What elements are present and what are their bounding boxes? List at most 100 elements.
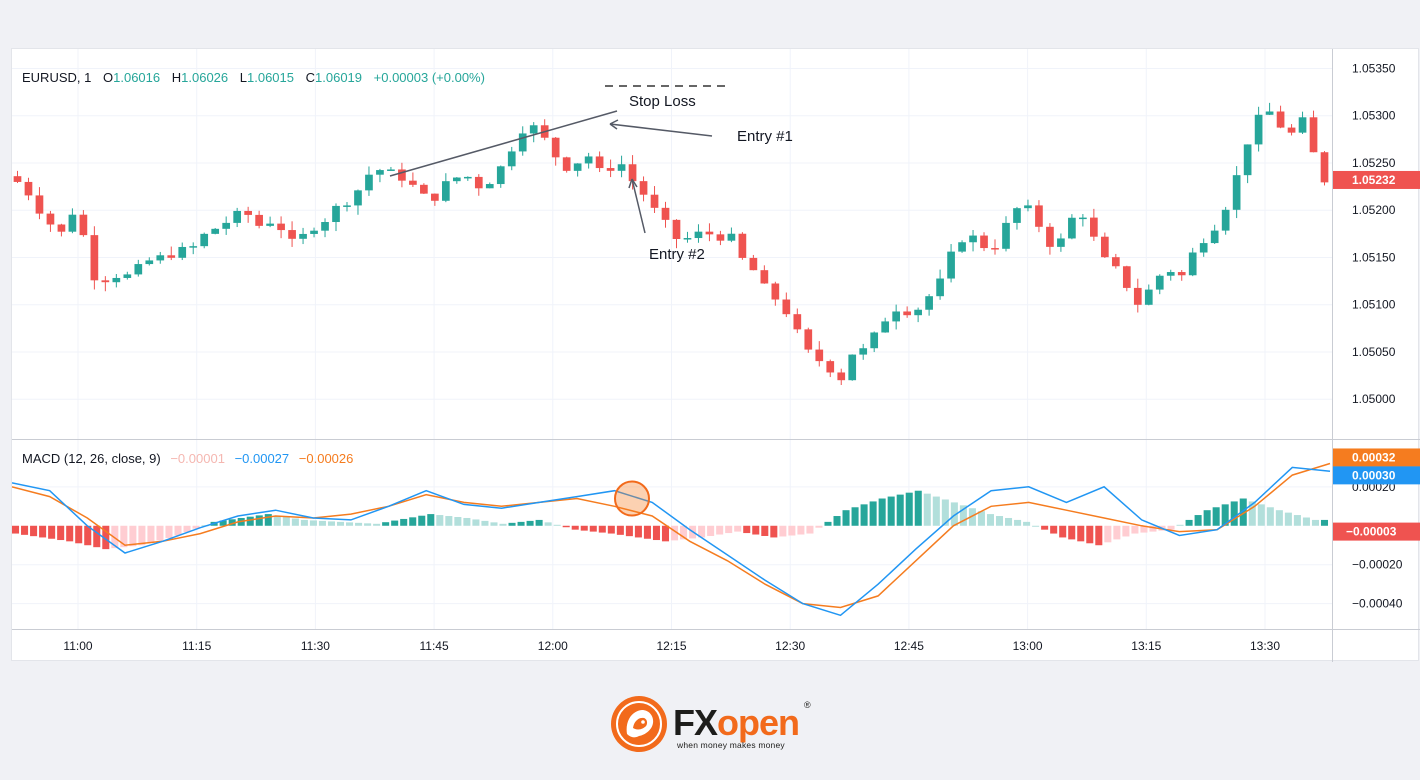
candle-body xyxy=(1111,257,1120,267)
macd-hist-bar xyxy=(580,525,588,531)
macd-hist-value: −0.00001 xyxy=(170,451,225,466)
candle xyxy=(1002,216,1010,252)
macd-hist-bar xyxy=(589,525,597,532)
candle-body xyxy=(376,170,384,175)
annotations xyxy=(389,85,725,234)
macd-hist-bar xyxy=(373,523,381,526)
macd-hist-bar xyxy=(950,502,958,526)
entry2-label: Entry #2 xyxy=(649,246,705,263)
candle-body xyxy=(947,251,955,279)
candle xyxy=(1035,200,1043,233)
candle xyxy=(617,155,626,178)
candle-body xyxy=(463,176,472,179)
candle-body xyxy=(1100,236,1109,258)
candle-body xyxy=(233,210,242,223)
candle-body xyxy=(112,277,121,283)
macd-hist-bar xyxy=(634,525,642,538)
candle-body xyxy=(13,176,22,182)
macd-tick-label: −0.00020 xyxy=(1352,558,1403,572)
candle xyxy=(925,294,933,316)
candle-body xyxy=(1155,275,1164,290)
candle xyxy=(694,224,703,243)
macd-hist-bar xyxy=(174,525,182,536)
candle-body xyxy=(1024,205,1032,209)
candle xyxy=(211,227,220,235)
macd-hist-badge xyxy=(1333,522,1420,541)
candle xyxy=(1265,102,1274,115)
candle xyxy=(431,193,439,206)
macd-hist-bar xyxy=(851,507,859,526)
entry1-label: Entry #1 xyxy=(737,128,793,145)
last-price-label: 1.05232 xyxy=(1352,173,1396,187)
candle-body xyxy=(837,372,846,381)
candle-body xyxy=(1287,127,1296,133)
candle xyxy=(826,359,835,378)
time-tick-label: 11:15 xyxy=(182,639,211,653)
macd-hist-bar xyxy=(57,525,65,541)
macd-hist-bar xyxy=(977,511,985,526)
candle xyxy=(398,162,406,188)
candle xyxy=(90,226,99,290)
candle xyxy=(793,308,802,334)
last-price-badge xyxy=(1333,170,1420,189)
candle-body xyxy=(365,174,373,191)
candle xyxy=(1243,144,1252,184)
candle xyxy=(716,230,725,246)
logo-registered-mark: ® xyxy=(804,700,811,710)
symbol-label: EURUSD xyxy=(22,70,77,85)
candle xyxy=(1276,105,1285,129)
candle-body xyxy=(551,137,560,158)
candle xyxy=(233,207,242,228)
entry1-arrowhead xyxy=(609,119,619,130)
candle xyxy=(24,177,33,201)
macd-hist-bar xyxy=(490,522,498,526)
candle xyxy=(815,341,824,367)
candle xyxy=(332,203,340,232)
candle-body xyxy=(156,255,165,261)
macd-signal-line xyxy=(12,462,1331,609)
macd-signal-badge-label: 0.00032 xyxy=(1352,450,1396,464)
candle-body xyxy=(90,235,99,281)
macd-hist-bar xyxy=(860,504,868,526)
grid-lines xyxy=(12,49,1332,629)
candle-body xyxy=(925,296,933,310)
candle xyxy=(518,126,527,156)
candle xyxy=(507,146,516,171)
logo-fx: FX xyxy=(673,702,718,743)
candle-body xyxy=(101,280,110,283)
candle xyxy=(738,232,747,260)
macd-hist-bar xyxy=(1212,507,1220,526)
candle xyxy=(79,210,88,237)
macd-hist-bar xyxy=(671,525,679,541)
macd-hist-bar xyxy=(607,525,615,534)
macd-hist-bar xyxy=(725,525,733,534)
macd-hist-bar xyxy=(1221,504,1229,526)
candle-body xyxy=(123,274,132,278)
candle xyxy=(595,151,604,173)
candle-body xyxy=(452,177,461,182)
candle xyxy=(1111,253,1120,269)
candle xyxy=(277,216,285,239)
candle-body xyxy=(683,238,692,240)
candle-body xyxy=(1013,208,1021,223)
candle xyxy=(540,119,549,141)
time-tick-label: 11:45 xyxy=(420,639,449,653)
macd-hist-bar xyxy=(598,525,606,533)
macd-hist-bar xyxy=(959,505,967,526)
candle-body xyxy=(1090,217,1098,237)
candle xyxy=(189,242,198,255)
macd-hist-bar xyxy=(264,514,272,526)
candle xyxy=(848,354,857,381)
macd-line-badge xyxy=(1333,466,1420,485)
candle-body xyxy=(595,156,604,169)
macd-signal-badge xyxy=(1333,448,1420,467)
candle xyxy=(1298,111,1307,135)
macd-hist-bar xyxy=(39,525,47,538)
macd-hist-bar xyxy=(517,521,525,526)
candle-body xyxy=(826,361,835,373)
candle-body xyxy=(321,222,329,231)
macd-hist-bar xyxy=(833,516,841,526)
macd-hist-bar xyxy=(300,519,308,526)
macd-hist-bar xyxy=(282,517,290,526)
candle-body xyxy=(277,223,285,231)
